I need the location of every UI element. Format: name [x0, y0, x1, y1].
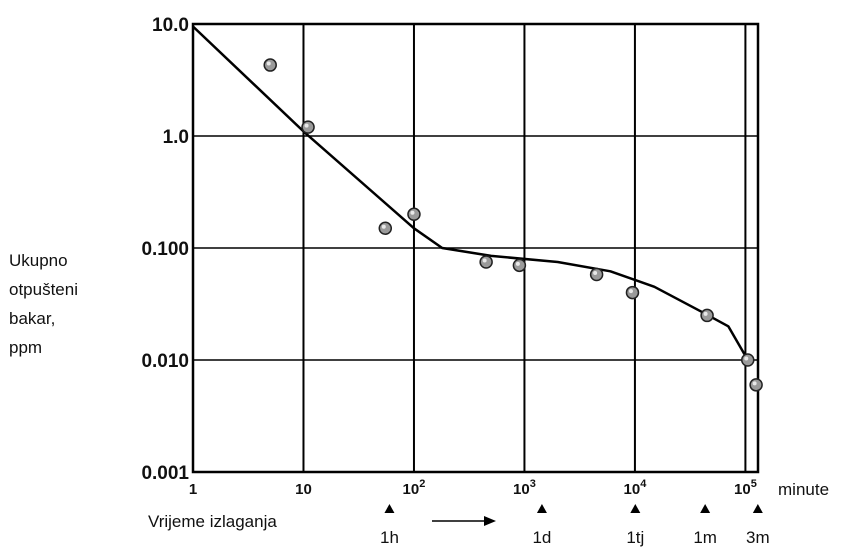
- data-point-highlight: [752, 381, 757, 386]
- data-point: [378, 221, 393, 236]
- y-axis-label-line: Ukupno: [9, 251, 68, 270]
- x-tick-label: 102: [403, 478, 426, 498]
- x-tick-label: 104: [624, 478, 648, 498]
- x-tick-label: 10: [295, 481, 312, 498]
- y-tick-labels: 10.0 1.0 0.100 0.010 0.001: [141, 15, 189, 484]
- y-tick-label: 0.100: [141, 239, 189, 260]
- data-point: [625, 285, 640, 300]
- y-axis-label-line: otpušteni: [9, 280, 78, 299]
- data-point: [407, 207, 421, 222]
- data-point: [589, 267, 604, 282]
- plot-frame: [191, 22, 760, 474]
- data-point-highlight: [593, 270, 598, 275]
- data-point-highlight: [515, 261, 520, 266]
- marker-triangle: [700, 504, 711, 513]
- time-arrow: [432, 516, 496, 526]
- y-tick-label: 0.010: [141, 351, 189, 372]
- marker-label: 1m: [693, 528, 717, 547]
- marker-triangle: [384, 504, 395, 513]
- marker-label: 1tj: [626, 528, 644, 547]
- arrow-head: [484, 516, 496, 526]
- x-tick-labels: 1 10 102 103 104 105: [189, 478, 757, 498]
- grid-lines: [192, 23, 758, 473]
- y-tick-label: 0.001: [141, 463, 189, 484]
- y-axis-label-line: bakar,: [9, 309, 55, 328]
- data-point-highlight: [703, 311, 708, 316]
- data-points: [263, 58, 763, 392]
- x-tick-label: 105: [734, 478, 757, 498]
- y-tick-label: 10.0: [152, 15, 189, 36]
- marker-triangle: [536, 504, 547, 513]
- x-tick-label: 1: [189, 481, 197, 498]
- data-point-highlight: [628, 289, 633, 294]
- y-axis-label-line: ppm: [9, 338, 42, 357]
- trend-curve: [192, 25, 749, 361]
- data-point-highlight: [482, 258, 487, 263]
- marker-label: 1h: [380, 528, 399, 547]
- data-point: [749, 378, 763, 392]
- data-point-highlight: [304, 123, 309, 128]
- marker-label: 3m: [746, 528, 770, 547]
- marker-triangle: [630, 504, 641, 513]
- data-point: [700, 308, 714, 323]
- x-axis-unit: minute: [778, 480, 829, 499]
- data-point-highlight: [381, 224, 386, 229]
- data-point: [512, 258, 527, 273]
- marker-triangle: [752, 504, 763, 513]
- y-axis-label: Ukupno otpušteni bakar, ppm: [9, 251, 78, 357]
- data-point: [263, 58, 277, 72]
- data-point-highlight: [410, 210, 415, 215]
- x-tick-label: 103: [513, 478, 536, 498]
- data-point-highlight: [266, 61, 271, 66]
- y-tick-label: 1.0: [163, 127, 189, 148]
- data-point: [741, 353, 755, 367]
- marker-label: 1d: [532, 528, 551, 547]
- data-point: [301, 120, 315, 134]
- time-markers: 1h 1d 1tj 1m 3m: [380, 504, 770, 547]
- x-axis-label: Vrijeme izlaganja: [148, 512, 277, 531]
- data-point: [479, 255, 493, 269]
- data-point-highlight: [744, 356, 749, 361]
